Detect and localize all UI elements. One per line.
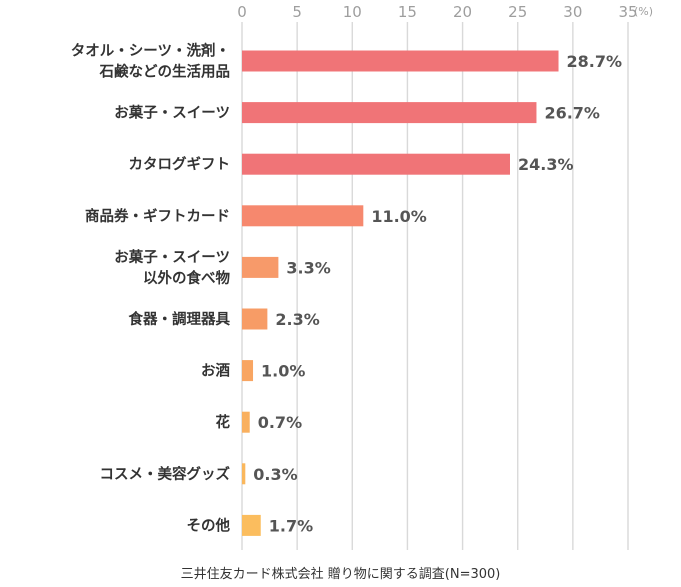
category-label: 商品券・ギフトカード	[85, 207, 230, 225]
x-tick-label: 25	[508, 3, 527, 21]
category-label: 花	[216, 413, 231, 431]
x-tick-label: 35	[618, 3, 637, 21]
category-label: 食器・調理器具	[129, 310, 231, 328]
category-label: タオル・シーツ・洗剤・	[71, 42, 230, 60]
value-label: 1.0%	[261, 362, 305, 381]
category-label: お菓子・スイーツ	[114, 248, 230, 266]
x-tick-label: 15	[398, 3, 417, 21]
bar	[242, 360, 254, 382]
category-label: お菓子・スイーツ	[114, 104, 230, 122]
bar	[242, 256, 279, 278]
value-label: 24.3%	[518, 155, 574, 174]
gridlines	[241, 22, 629, 550]
bars	[242, 50, 559, 536]
value-label: 3.3%	[286, 258, 330, 277]
bar	[242, 153, 510, 175]
x-tick-label: 10	[343, 3, 362, 21]
x-tick-label: 30	[563, 3, 582, 21]
bar	[242, 205, 364, 227]
category-label: お酒	[201, 363, 230, 380]
category-labels: タオル・シーツ・洗剤・石鹸などの生活用品お菓子・スイーツカタログギフト商品券・ギ…	[71, 42, 231, 535]
source-note: 三井住友カード株式会社 贈り物に関する調査(N=300)	[180, 567, 501, 582]
value-labels: 28.7% 26.7% 24.3% 11.0% 3.3% 2.3% 1.0% 0.7% 0.3%…	[253, 52, 622, 535]
value-label: 28.7%	[567, 52, 623, 71]
bar	[242, 308, 268, 330]
x-tick-label: 5	[292, 3, 302, 21]
value-label: 2.3%	[275, 310, 319, 329]
value-label: 11.0%	[371, 207, 427, 226]
bar	[242, 463, 246, 485]
category-label: 石鹸などの生活用品	[99, 63, 231, 81]
category-label: コスメ・美容グッズ	[100, 465, 231, 483]
unit-label: (%)	[634, 5, 653, 18]
value-label: 0.3%	[253, 465, 297, 484]
value-label: 1.7%	[269, 516, 313, 535]
bar	[242, 411, 250, 433]
bar	[242, 514, 261, 536]
category-label: カタログギフト	[129, 155, 231, 173]
x-tick-label: 0	[237, 3, 247, 21]
bar	[242, 102, 537, 124]
value-label: 26.7%	[544, 104, 600, 123]
category-label: その他	[187, 516, 231, 534]
x-tick-label: 20	[453, 3, 472, 21]
category-label: 以外の食べ物	[143, 269, 230, 287]
bar	[242, 50, 559, 72]
value-label: 0.7%	[258, 413, 302, 432]
x-axis-ticks: 0 5 10 15 20 25 30 35	[237, 3, 637, 21]
